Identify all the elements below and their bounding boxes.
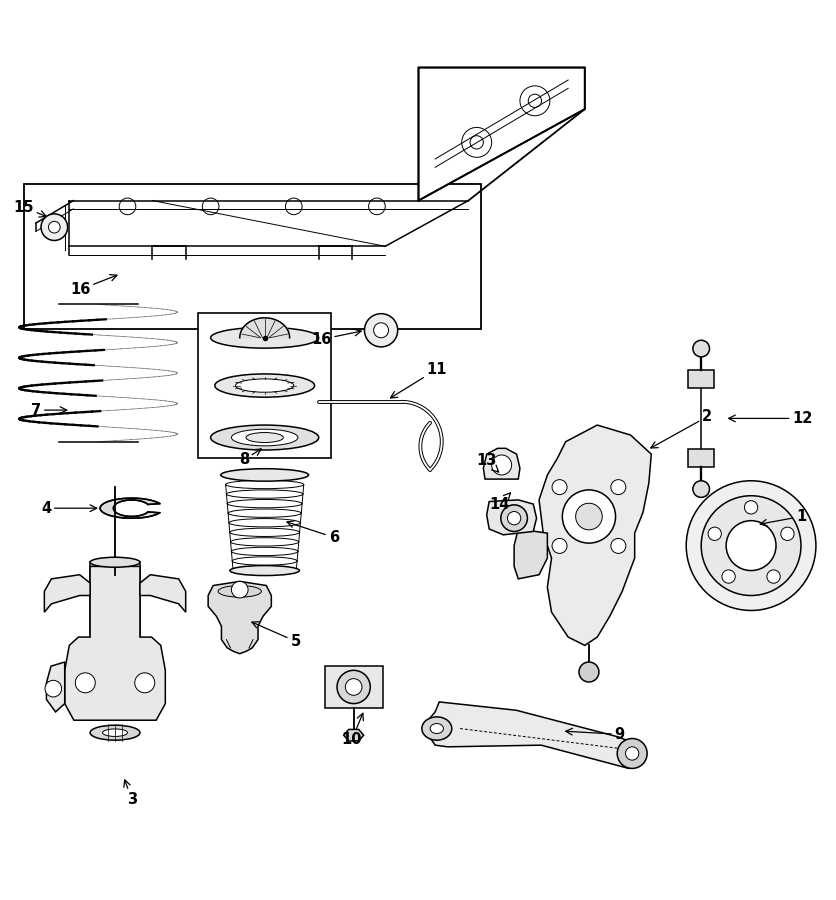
Polygon shape	[46, 662, 64, 712]
Polygon shape	[344, 729, 363, 741]
Polygon shape	[513, 529, 547, 579]
Text: 11: 11	[390, 362, 446, 398]
Ellipse shape	[430, 724, 443, 733]
Circle shape	[726, 521, 775, 571]
Circle shape	[552, 480, 566, 495]
Polygon shape	[100, 498, 160, 518]
Circle shape	[345, 679, 361, 696]
Bar	[198, 313, 331, 458]
Circle shape	[686, 481, 815, 610]
Circle shape	[575, 503, 602, 530]
Circle shape	[41, 214, 68, 240]
Circle shape	[780, 527, 793, 540]
Circle shape	[135, 673, 155, 693]
Ellipse shape	[90, 725, 140, 740]
Polygon shape	[538, 425, 650, 645]
Ellipse shape	[221, 469, 308, 482]
Circle shape	[610, 538, 625, 554]
Bar	[687, 449, 714, 467]
Ellipse shape	[230, 565, 299, 575]
Ellipse shape	[218, 586, 261, 598]
Circle shape	[721, 570, 734, 583]
Circle shape	[552, 538, 566, 554]
Text: 10: 10	[341, 714, 363, 747]
Text: 6: 6	[287, 521, 339, 544]
Circle shape	[610, 480, 625, 495]
Bar	[23, 184, 481, 329]
Bar	[687, 370, 714, 389]
Text: 7: 7	[31, 402, 67, 418]
Text: 5: 5	[252, 622, 300, 649]
Ellipse shape	[90, 557, 140, 567]
Ellipse shape	[215, 374, 314, 397]
Text: 4: 4	[41, 500, 97, 516]
Text: 13: 13	[476, 454, 498, 473]
Text: 16: 16	[70, 274, 117, 297]
Circle shape	[624, 747, 638, 760]
Circle shape	[507, 511, 520, 525]
Ellipse shape	[103, 729, 127, 736]
Text: 8: 8	[238, 449, 261, 467]
Circle shape	[562, 490, 614, 543]
Circle shape	[766, 570, 779, 583]
Text: 16: 16	[311, 329, 361, 346]
Bar	[324, 666, 382, 707]
Polygon shape	[426, 702, 640, 769]
Text: 3: 3	[124, 780, 136, 806]
Text: 2: 2	[650, 410, 711, 448]
Text: 14: 14	[489, 493, 510, 511]
Text: 1: 1	[759, 509, 805, 526]
Ellipse shape	[421, 717, 451, 740]
Circle shape	[500, 505, 527, 532]
Polygon shape	[482, 448, 519, 479]
Circle shape	[337, 670, 370, 704]
Circle shape	[701, 496, 800, 596]
Circle shape	[692, 481, 709, 498]
Polygon shape	[140, 575, 186, 612]
Ellipse shape	[211, 425, 319, 450]
Circle shape	[364, 313, 397, 346]
Circle shape	[491, 455, 511, 475]
Polygon shape	[64, 566, 166, 720]
Text: 15: 15	[13, 200, 46, 217]
Ellipse shape	[231, 429, 298, 445]
Polygon shape	[418, 68, 584, 201]
Ellipse shape	[246, 433, 283, 443]
Ellipse shape	[235, 379, 293, 392]
Circle shape	[579, 662, 599, 682]
Polygon shape	[486, 500, 536, 535]
Circle shape	[707, 527, 721, 540]
Polygon shape	[208, 581, 271, 653]
Text: 12: 12	[728, 411, 812, 426]
Circle shape	[616, 739, 646, 769]
Circle shape	[373, 323, 388, 338]
Circle shape	[48, 221, 60, 233]
Polygon shape	[44, 575, 90, 612]
Ellipse shape	[211, 328, 319, 348]
Circle shape	[231, 581, 247, 598]
Circle shape	[75, 673, 95, 693]
Circle shape	[692, 340, 709, 357]
Text: 9: 9	[565, 727, 624, 742]
Bar	[90, 562, 140, 637]
Circle shape	[45, 680, 62, 697]
Circle shape	[743, 500, 757, 514]
